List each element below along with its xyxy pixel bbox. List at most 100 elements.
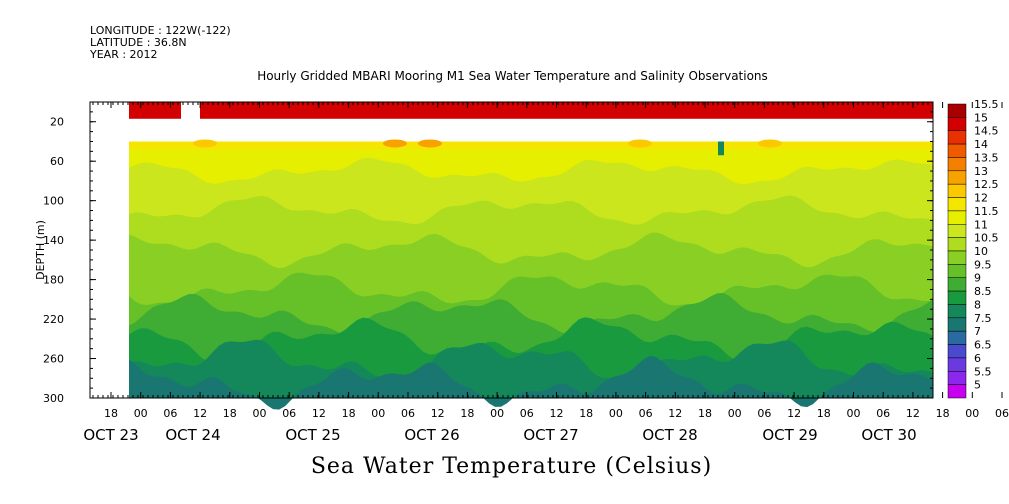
y-tick-label: 140 [43, 234, 64, 247]
colorbar-cell [947, 250, 967, 265]
colorbar-label: 15.5 [974, 98, 999, 111]
x-tick-label: 18 [460, 407, 474, 420]
colorbar-cell [947, 103, 967, 118]
temperature-contour-7-5 [129, 355, 933, 410]
colorbar-cell [947, 317, 967, 332]
colorbar-label: 15 [974, 111, 988, 124]
x-tick-label: 06 [639, 407, 653, 420]
colorbar-cell [947, 237, 967, 252]
colorbar-label: 11.5 [974, 205, 999, 218]
x-tick-label: 00 [134, 407, 148, 420]
colorbar-label: 8 [974, 298, 981, 311]
chart-title: Hourly Gridded MBARI Mooring M1 Sea Wate… [257, 69, 768, 83]
x-tick-label: 06 [995, 407, 1009, 420]
colorbar-label: 7 [974, 325, 981, 338]
colorbar-cell [947, 357, 967, 372]
colorbar-label: 7.5 [974, 312, 992, 325]
surface-band [129, 102, 181, 119]
x-tick-label: 00 [609, 407, 623, 420]
colorbar-label: 14 [974, 138, 988, 151]
colorbar-label: 8.5 [974, 285, 992, 298]
y-tick-label: 60 [50, 155, 64, 168]
colorbar-label: 5.5 [974, 365, 992, 378]
x-tick-label: 06 [401, 407, 415, 420]
x-day-label: OCT 26 [404, 426, 459, 444]
cold-anomaly [718, 141, 724, 156]
x-tick-label: 06 [876, 407, 890, 420]
x-tick-label: 12 [668, 407, 682, 420]
colorbar-cell [947, 170, 967, 185]
colorbar-label: 9 [974, 272, 981, 285]
x-tick-label: 12 [787, 407, 801, 420]
colorbar-cell [947, 290, 967, 305]
x-tick-label: 06 [163, 407, 177, 420]
colorbar-label: 5 [974, 379, 981, 392]
y-tick-label: 220 [43, 313, 64, 326]
warm-anomaly [193, 139, 217, 148]
x-tick-label: 00 [728, 407, 742, 420]
colorbar-label: 12 [974, 192, 988, 205]
colorbar-cell [947, 197, 967, 212]
colorbar-label: 10.5 [974, 232, 999, 245]
x-tick-label: 00 [371, 407, 385, 420]
x-day-label: OCT 29 [762, 426, 817, 444]
colorbar-label: 6 [974, 352, 981, 365]
x-tick-label: 18 [342, 407, 356, 420]
colorbar-label: 12.5 [974, 178, 999, 191]
y-axis-label: DEPTH (m) [34, 220, 47, 280]
colorbar-cell [947, 344, 967, 359]
colorbar-cell [947, 143, 967, 158]
x-day-label: OCT 27 [523, 426, 578, 444]
x-tick-label: 00 [253, 407, 267, 420]
colorbar-cell [947, 264, 967, 278]
x-tick-label: 06 [282, 407, 296, 420]
colorbar-cell [947, 117, 967, 131]
colorbar-cell [947, 157, 967, 172]
x-tick-label: 18 [223, 407, 237, 420]
x-tick-label: 18 [936, 407, 950, 420]
y-tick-label: 100 [43, 195, 64, 208]
colorbar-cell [947, 224, 967, 238]
colorbar-label: 14.5 [974, 125, 999, 138]
x-tick-label: 00 [847, 407, 861, 420]
x-tick-label: 12 [431, 407, 445, 420]
x-tick-label: 00 [965, 407, 979, 420]
warm-anomaly [758, 139, 782, 148]
x-day-label: OCT 28 [642, 426, 697, 444]
warm-anomaly [418, 139, 442, 148]
y-tick-label: 260 [43, 353, 64, 366]
colorbar-label: 6.5 [974, 339, 992, 352]
y-tick-label: 300 [43, 392, 64, 405]
latitude-label: LATITUDE : 36.8N [90, 36, 187, 49]
x-tick-label: 12 [550, 407, 564, 420]
x-day-label: OCT 23 [83, 426, 138, 444]
x-tick-label: 12 [312, 407, 326, 420]
x-tick-label: 12 [193, 407, 207, 420]
warm-anomaly [383, 139, 407, 148]
y-tick-label: 180 [43, 274, 64, 287]
colorbar-cell [947, 130, 967, 145]
x-tick-label: 06 [757, 407, 771, 420]
x-tick-label: 00 [490, 407, 504, 420]
colorbar-label: 10 [974, 245, 988, 258]
surface-band [200, 102, 933, 119]
colorbar-label: 13.5 [974, 151, 999, 164]
colorbar-cell [947, 210, 967, 225]
colorbar-label: 9.5 [974, 258, 992, 271]
colorbar-cell [947, 277, 967, 292]
x-day-label: OCT 25 [285, 426, 340, 444]
colorbar-cell [947, 384, 967, 399]
x-day-label: OCT 30 [861, 426, 916, 444]
y-tick-label: 20 [50, 116, 64, 129]
x-tick-label: 06 [520, 407, 534, 420]
variable-title: Sea Water Temperature (Celsius) [310, 454, 713, 479]
colorbar-label: 13 [974, 165, 988, 178]
x-tick-label: 18 [579, 407, 593, 420]
warm-anomaly [628, 139, 652, 148]
year-label: YEAR : 2012 [90, 48, 158, 61]
longitude-label: LONGITUDE : 122W(-122) [90, 24, 231, 37]
colorbar-cell [947, 304, 967, 319]
x-tick-label: 18 [817, 407, 831, 420]
colorbar-cell [947, 371, 967, 385]
